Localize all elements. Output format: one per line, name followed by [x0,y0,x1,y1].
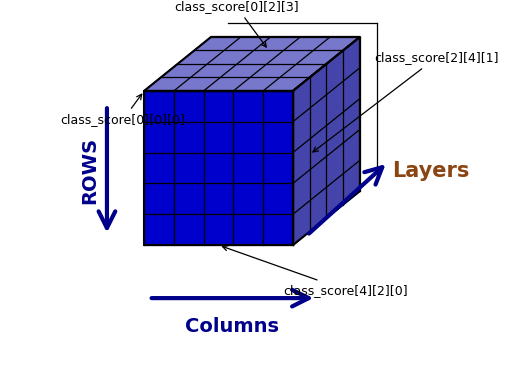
Polygon shape [144,91,293,245]
Text: class_score[0][0][0]: class_score[0][0][0] [60,94,185,126]
Text: Layers: Layers [393,162,470,181]
Text: class_score[4][2][0]: class_score[4][2][0] [222,246,408,297]
Polygon shape [293,37,360,245]
Text: Columns: Columns [185,317,280,336]
Text: class_score[2][4][1]: class_score[2][4][1] [313,51,498,152]
Polygon shape [144,37,360,91]
Text: ROWS: ROWS [80,137,100,204]
Text: class_score[0][2][3]: class_score[0][2][3] [174,0,299,47]
